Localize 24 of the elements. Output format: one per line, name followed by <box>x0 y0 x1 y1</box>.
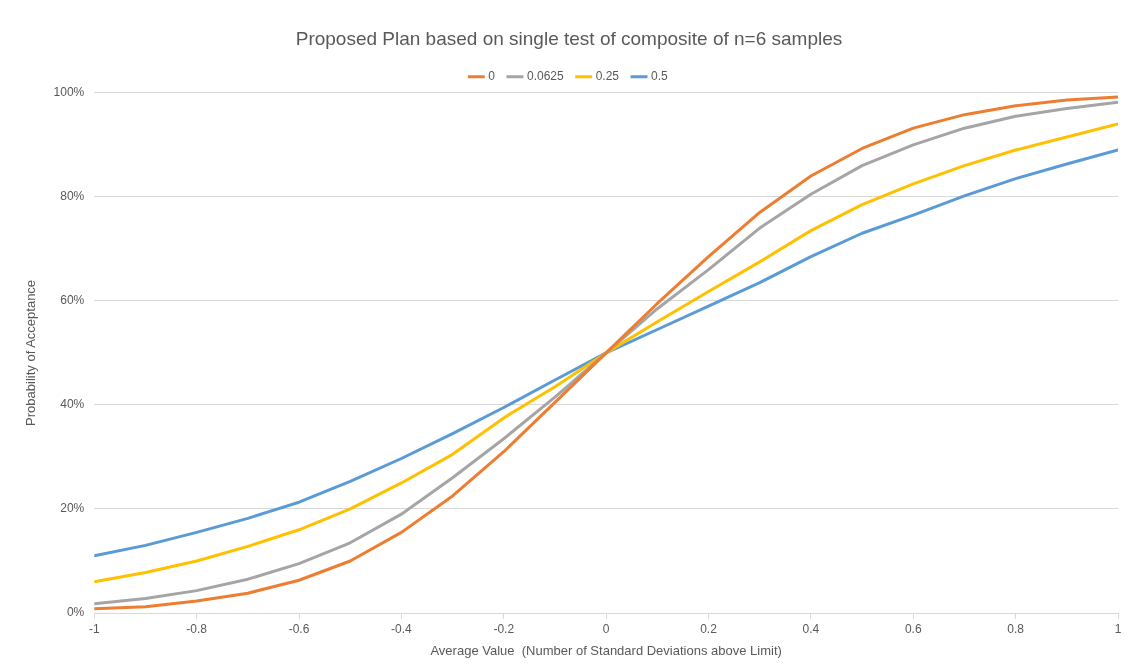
x-tick-label: 0.8 <box>1007 621 1025 636</box>
legend-label: 0.5 <box>651 69 669 84</box>
chart-title: Proposed Plan based on single test of composite of n=6 samples <box>295 27 843 49</box>
x-tick-label: 1 <box>1114 621 1122 636</box>
x-tick-label: 0 <box>602 621 610 636</box>
x-tick-label: -1 <box>88 621 100 636</box>
x-tick-label: -0.4 <box>391 621 413 636</box>
legend-label: 0 <box>488 69 496 84</box>
x-tick-label: 0.2 <box>700 621 718 636</box>
x-tick-label: 0.6 <box>904 621 922 636</box>
x-tick-label: -0.2 <box>493 621 515 636</box>
legend-label: 0.25 <box>595 69 620 84</box>
y-tick-label: 20% <box>60 501 85 516</box>
x-axis-title: Average Value (Number of Standard Deviations above Limit) <box>430 642 782 658</box>
y-tick-label: 40% <box>60 397 85 412</box>
legend-label: 0.0625 <box>526 69 564 84</box>
y-axis-title: Probability of Acceptance <box>23 279 39 426</box>
x-tick-label: -0.6 <box>288 621 310 636</box>
y-tick-label: 100% <box>53 85 85 100</box>
x-tick-label: 0.4 <box>802 621 820 636</box>
y-tick-label: 80% <box>60 189 85 204</box>
y-tick-label: 60% <box>60 293 85 308</box>
y-tick-label: 0% <box>66 605 85 620</box>
x-tick-label: -0.8 <box>186 621 208 636</box>
